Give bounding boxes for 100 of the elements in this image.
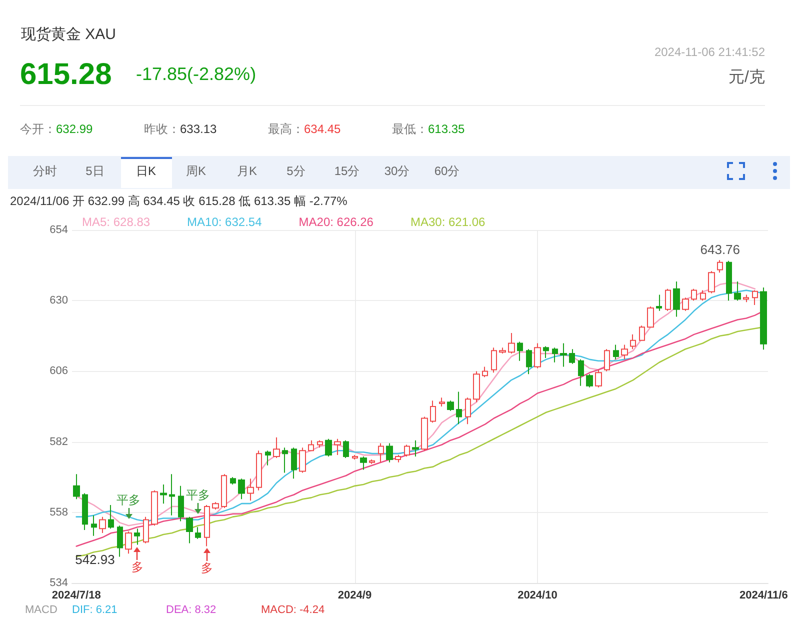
candlestick (639, 325, 645, 341)
candlestick (569, 348, 575, 364)
x-tick-label: 2024/7/18 (52, 590, 101, 602)
candlestick (247, 478, 254, 502)
text: MA30: 621.06 (410, 215, 486, 229)
candlestick (491, 347, 497, 374)
annotation: 平多 (186, 488, 210, 502)
candlestick (230, 476, 236, 485)
candlestick (195, 526, 201, 540)
candlestick (682, 297, 689, 312)
y-tick-label: 582 (50, 436, 68, 448)
text: 5分 (286, 164, 306, 178)
x-tick-label: 2024/10 (518, 590, 558, 602)
candlestick (760, 287, 767, 350)
text: MA5: 628.83 (82, 215, 150, 229)
candlestick (221, 474, 227, 508)
chart-title: 现货黄金 XAU (21, 26, 116, 44)
candlestick (404, 444, 410, 458)
text: 最高： (268, 122, 304, 136)
candlestick (265, 450, 271, 466)
candlestick (238, 478, 245, 500)
candlestick (151, 490, 158, 526)
candlestick (317, 440, 323, 448)
text: 元/克 (728, 69, 765, 87)
candlestick (178, 485, 184, 522)
text: 613.35 (428, 122, 465, 136)
candlestick (291, 447, 297, 480)
text: 昨收： (144, 122, 180, 136)
candlestick (352, 454, 358, 460)
candlestick (439, 397, 445, 407)
candlestick (308, 440, 314, 452)
candlestick (99, 516, 106, 534)
candlestick (134, 528, 140, 546)
text: DIF: 6.21 (72, 604, 118, 616)
candlestick (700, 290, 706, 302)
annotation: 643.76 (700, 242, 740, 258)
text: 周K (186, 164, 206, 178)
candlestick (212, 502, 219, 510)
text: 15分 (334, 164, 360, 178)
candlestick (256, 450, 262, 491)
candlestick (665, 288, 671, 312)
candlestick (378, 442, 384, 463)
text: MA10: 632.54 (187, 215, 262, 229)
annotation: 多 (131, 560, 144, 574)
text: -17.85(-2.82%) (136, 64, 256, 85)
candlestick (412, 440, 419, 458)
candlestick (343, 440, 349, 458)
candlestick (482, 366, 488, 378)
candlestick (186, 516, 193, 544)
candlestick (325, 438, 332, 458)
y-tick-label: 534 (50, 577, 68, 589)
candlestick (73, 474, 80, 500)
candlestick (673, 280, 680, 318)
candlestick (630, 334, 636, 350)
annotation: 平多 (116, 492, 141, 507)
candlestick (734, 280, 741, 302)
text: MACD: -4.24 (261, 604, 325, 616)
text: MA20: 626.26 (298, 215, 374, 229)
candlestick (647, 306, 654, 328)
candlestick (578, 358, 584, 386)
candlestick (604, 348, 610, 372)
text: DEA: 8.32 (166, 604, 216, 616)
text: MACD (25, 604, 58, 616)
candlestick (125, 531, 132, 554)
candlestick (169, 474, 175, 516)
candlestick (82, 492, 88, 531)
candlestick (499, 347, 506, 354)
candlestick (160, 484, 167, 504)
y-tick-label: 654 (50, 224, 68, 236)
text: 632.99 (56, 122, 93, 136)
y-tick-label: 630 (50, 294, 68, 307)
candlestick (517, 341, 523, 362)
candlestick (613, 344, 619, 360)
candlestick (560, 342, 567, 368)
y-tick-label: 558 (50, 506, 68, 518)
candlestick (282, 447, 288, 474)
candlestick (117, 525, 123, 558)
candlestick (456, 391, 462, 425)
text: 今开： (20, 122, 56, 136)
candlestick (526, 348, 532, 375)
candlestick (717, 260, 723, 274)
candlestick (273, 436, 280, 458)
chart-subtitle: 615.28 (20, 58, 112, 91)
text: 最低： (392, 122, 428, 136)
text: 5日 (86, 164, 104, 178)
candlestick (473, 370, 480, 403)
candlestick (508, 332, 515, 354)
candlestick (386, 442, 393, 463)
candlestick (334, 438, 341, 456)
y-tick-label: 606 (50, 365, 68, 378)
text: 日K (136, 164, 156, 178)
candlestick (743, 294, 749, 303)
candlestick (726, 260, 732, 302)
candlestick (534, 342, 541, 369)
text: 60分 (434, 164, 460, 178)
candlestick (360, 456, 367, 470)
x-tick-label: 2024/11/6 (739, 590, 788, 602)
candlestick (586, 374, 593, 388)
text: 2024/11/06 开 632.99 高 634.45 收 615.28 低 613.35 幅 -2.77% (10, 194, 348, 208)
candlestick (204, 504, 210, 547)
